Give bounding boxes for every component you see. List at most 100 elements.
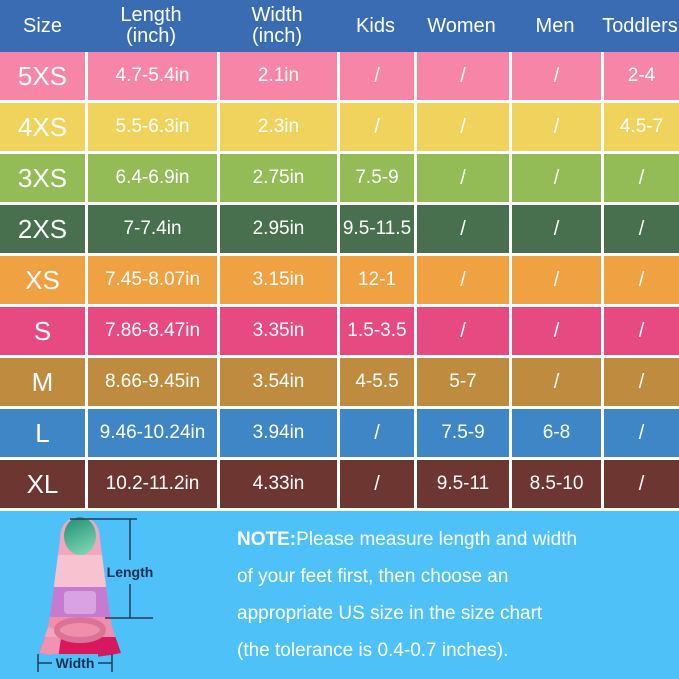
value-cell: 9.5-11.5 [337,205,414,253]
value-cell: / [337,409,414,457]
value-cell: / [509,256,601,304]
table-header-row: Size Length (inch) Width (inch) Kids Women… [0,0,679,52]
note-line: appropriate US size in the size chart [237,603,543,624]
size-cell: 2XS [0,205,85,253]
note-line: NOTE:Please measure length and width [237,521,669,558]
header-toddlers: Toddlers [601,0,679,52]
header-label: Length [120,4,182,26]
table-row: L 9.46-10.24in 3.94in/7.5-9 6-8/ [0,409,679,457]
fin-graphic: Length Width [37,517,154,672]
table-row: XL 10.2-11.2in 4.33in/9.5-11 8.5-10/ [0,460,679,508]
value-cell: / [601,154,679,202]
value-cell: 4-5.5 [337,358,414,406]
value-cell: / [509,103,601,151]
value-cell: 5-7 [414,358,509,406]
value-cell: 2-4 [601,52,679,100]
footer-section: Length Width NOTE:Please measure length … [0,511,679,679]
value-cell: / [509,154,601,202]
note-text: NOTE:Please measure length and width of … [237,521,669,669]
table-row: M 8.66-9.45in 3.54in 4-5.5 5-7// [0,358,679,406]
value-cell: 7.5-9 [337,154,414,202]
table-row: 5XS 4.7-5.4in 2.1in / //2-4 [0,52,679,100]
table-row: 4XS 5.5-6.3in 2.3in / //4.5-7 [0,103,679,151]
value-cell: / [601,460,679,508]
table-row: 3XS 6.4-6.9in 2.75in 7.5-9// / [0,154,679,202]
value-cell: / [601,205,679,253]
value-cell: / [414,256,509,304]
value-cell: / [414,154,509,202]
header-kids: Kids [337,0,414,52]
header-men: Men [509,0,601,52]
width-label: Width [56,655,95,671]
value-cell: 1.5-3.5 [337,307,414,355]
size-cell: 4XS [0,103,85,151]
value-cell: 2.95in [217,205,337,253]
value-cell: / [337,460,414,508]
size-cell: XS [0,256,85,304]
header-label: Size [23,14,62,37]
value-cell: 7-7.4in [85,205,217,253]
header-length: Length (inch) [85,0,217,52]
value-cell: 2.75in [217,154,337,202]
value-cell: 6-8 [509,409,601,457]
fin-tip [64,517,96,555]
value-cell: / [337,52,414,100]
value-cell: 7.86-8.47in [85,307,217,355]
value-cell: / [601,256,679,304]
note-line: of your feet first, then choose an [237,566,509,587]
width-label-bg [52,654,98,672]
table-body: 5XS 4.7-5.4in 2.1in / //2-4 4XS 5.5-6.3in 2.3in… [0,52,679,511]
value-cell: 9.46-10.24in [85,409,217,457]
value-cell: / [509,52,601,100]
header-label: Toddlers [602,14,678,37]
length-label: Length [107,564,154,580]
header-sublabel: (inch) [125,25,176,47]
value-cell: 4.7-5.4in [85,52,217,100]
size-cell: 3XS [0,154,85,202]
value-cell: / [601,409,679,457]
value-cell: 2.3in [217,103,337,151]
value-cell: 3.54in [217,358,337,406]
value-cell: 3.94in [217,409,337,457]
table-row: 2XS 7-7.4in 2.95in 9.5-11.5// / [0,205,679,253]
header-label: Width [251,4,303,26]
header-size: Size [0,0,85,52]
value-cell: 2.1in [217,52,337,100]
header-label: Men [535,14,575,37]
note-line: (the tolerance is 0.4-0.7 inches). [237,640,509,661]
value-cell: 7.45-8.07in [85,256,217,304]
value-cell: / [414,307,509,355]
value-cell: 12-1 [337,256,414,304]
header-sublabel: (inch) [251,25,302,47]
value-cell: 6.4-6.9in [85,154,217,202]
value-cell: 8.66-9.45in [85,358,217,406]
note-prefix: NOTE: [237,529,297,550]
value-cell: 10.2-11.2in [85,460,217,508]
header-label: Kids [356,14,395,37]
value-cell: 4.5-7 [601,103,679,151]
value-cell: 4.33in [217,460,337,508]
value-cell: / [509,307,601,355]
value-cell: / [414,52,509,100]
value-cell: 5.5-6.3in [85,103,217,151]
value-cell: 3.35in [217,307,337,355]
size-cell: M [0,358,85,406]
foot-opening [54,617,106,643]
value-cell: / [414,103,509,151]
table-row: XS 7.45-8.07in 3.15in 12-1// / [0,256,679,304]
size-cell: XL [0,460,85,508]
length-measure-line [70,518,153,619]
size-cell: S [0,307,85,355]
header-women: Women [414,0,509,52]
table-row: S 7.86-8.47in 3.35in 1.5-3.5// / [0,307,679,355]
value-cell: / [509,205,601,253]
value-cell: / [414,205,509,253]
value-cell: / [601,358,679,406]
value-cell: 8.5-10 [509,460,601,508]
value-cell: 7.5-9 [414,409,509,457]
header-width: Width (inch) [217,0,337,52]
size-cell: 5XS [0,52,85,100]
fin-illustration: Length Width [20,513,220,679]
value-cell: 9.5-11 [414,460,509,508]
